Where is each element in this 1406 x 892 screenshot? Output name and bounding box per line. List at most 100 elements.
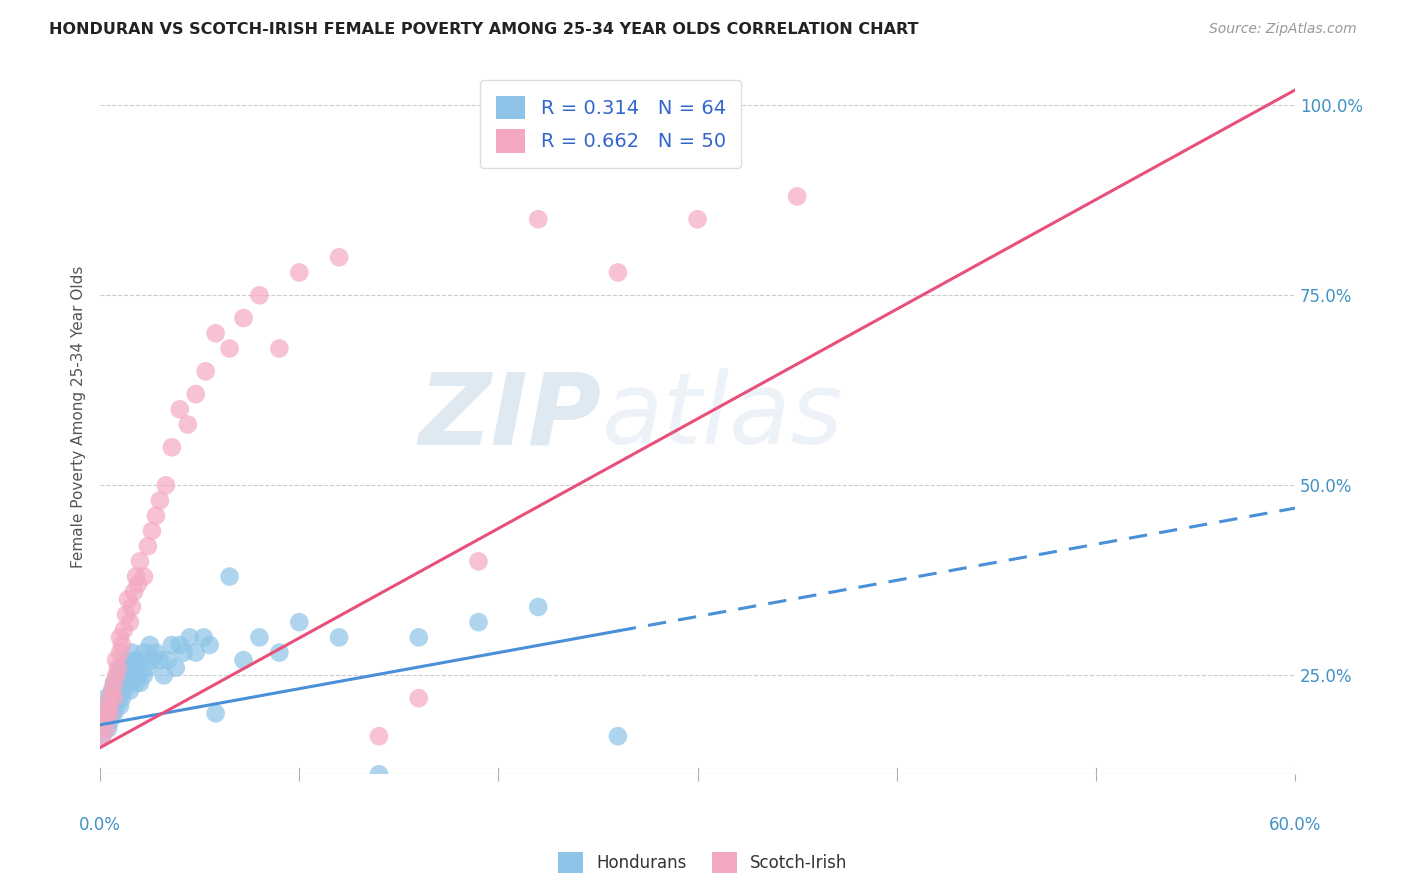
Text: ZIP: ZIP <box>419 368 602 466</box>
Point <box>136 539 159 553</box>
Point <box>139 638 162 652</box>
Point <box>105 653 128 667</box>
Point <box>125 569 148 583</box>
Point <box>112 683 135 698</box>
Point <box>136 661 159 675</box>
Point <box>527 599 550 614</box>
Point <box>368 729 391 743</box>
Point <box>117 668 139 682</box>
Point <box>112 623 135 637</box>
Point <box>112 668 135 682</box>
Point <box>204 706 226 721</box>
Point <box>117 592 139 607</box>
Point <box>121 599 143 614</box>
Point <box>105 698 128 713</box>
Point <box>118 615 141 629</box>
Point <box>108 676 131 690</box>
Point <box>149 653 172 667</box>
Point <box>198 638 221 652</box>
Point <box>125 653 148 667</box>
Point <box>218 569 240 583</box>
Point <box>101 683 124 698</box>
Point <box>108 646 131 660</box>
Point <box>204 326 226 341</box>
Point <box>368 767 391 781</box>
Point <box>153 668 176 682</box>
Point <box>122 661 145 675</box>
Point <box>173 646 195 660</box>
Point <box>94 706 117 721</box>
Legend: R = 0.314   N = 64, R = 0.662   N = 50: R = 0.314 N = 64, R = 0.662 N = 50 <box>481 80 741 169</box>
Point <box>118 683 141 698</box>
Point <box>328 250 350 264</box>
Point <box>132 569 155 583</box>
Point <box>218 342 240 356</box>
Point <box>94 722 117 736</box>
Point <box>118 661 141 675</box>
Point <box>269 342 291 356</box>
Point <box>97 698 120 713</box>
Point <box>328 631 350 645</box>
Point <box>408 631 430 645</box>
Point <box>132 646 155 660</box>
Point <box>129 554 152 568</box>
Point <box>105 668 128 682</box>
Point <box>169 402 191 417</box>
Point <box>156 653 179 667</box>
Point <box>98 706 121 721</box>
Point <box>94 706 117 721</box>
Point <box>184 646 207 660</box>
Point <box>141 524 163 538</box>
Text: Source: ZipAtlas.com: Source: ZipAtlas.com <box>1209 22 1357 37</box>
Point <box>606 729 628 743</box>
Y-axis label: Female Poverty Among 25-34 Year Olds: Female Poverty Among 25-34 Year Olds <box>72 266 86 568</box>
Point <box>686 212 709 227</box>
Point <box>115 607 138 622</box>
Point <box>194 364 217 378</box>
Point <box>169 638 191 652</box>
Point <box>98 714 121 728</box>
Point <box>232 653 254 667</box>
Point <box>111 661 134 675</box>
Point <box>103 691 125 706</box>
Point <box>527 212 550 227</box>
Point <box>98 691 121 706</box>
Point <box>103 676 125 690</box>
Point <box>177 417 200 432</box>
Point <box>108 698 131 713</box>
Point <box>408 691 430 706</box>
Point <box>467 615 489 629</box>
Point <box>105 683 128 698</box>
Point <box>786 189 808 203</box>
Point <box>129 653 152 667</box>
Point <box>193 631 215 645</box>
Point <box>179 631 201 645</box>
Point <box>97 722 120 736</box>
Point <box>184 387 207 401</box>
Point <box>115 653 138 667</box>
Point <box>127 668 149 682</box>
Point <box>111 638 134 652</box>
Point <box>98 691 121 706</box>
Point <box>160 440 183 454</box>
Point <box>103 676 125 690</box>
Point <box>93 714 115 728</box>
Point <box>121 646 143 660</box>
Point <box>91 729 114 743</box>
Point <box>107 661 129 675</box>
Point <box>108 631 131 645</box>
Point <box>269 646 291 660</box>
Point <box>249 288 271 302</box>
Text: 0.0%: 0.0% <box>79 816 121 834</box>
Point <box>288 615 311 629</box>
Point <box>132 668 155 682</box>
Point <box>93 714 115 728</box>
Point <box>129 676 152 690</box>
Point <box>125 676 148 690</box>
Point <box>249 631 271 645</box>
Point <box>141 653 163 667</box>
Text: 60.0%: 60.0% <box>1268 816 1322 834</box>
Point <box>606 265 628 279</box>
Point <box>122 584 145 599</box>
Point <box>127 577 149 591</box>
